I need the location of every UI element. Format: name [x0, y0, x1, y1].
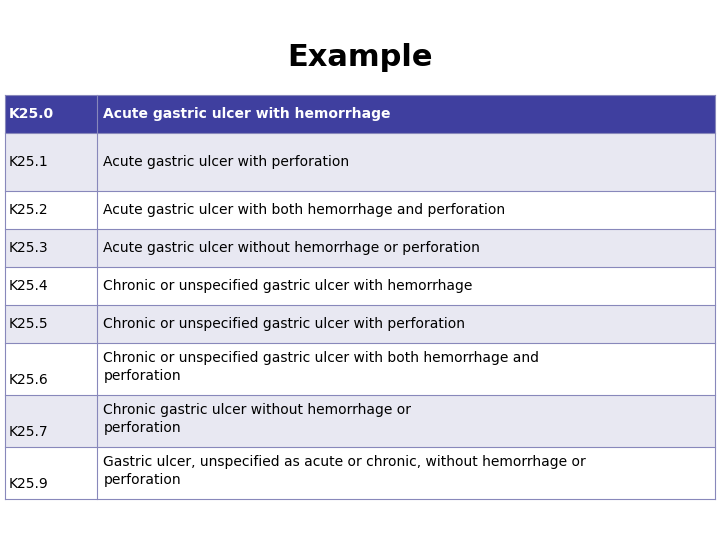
Text: Chronic or unspecified gastric ulcer with both hemorrhage and
perforation: Chronic or unspecified gastric ulcer wit…	[103, 351, 539, 383]
Text: K25.1: K25.1	[9, 155, 49, 169]
Text: Chronic or unspecified gastric ulcer with perforation: Chronic or unspecified gastric ulcer wit…	[103, 317, 465, 331]
Text: Chronic or unspecified gastric ulcer with hemorrhage: Chronic or unspecified gastric ulcer wit…	[103, 279, 472, 293]
Text: K25.0: K25.0	[9, 107, 54, 121]
Bar	[5, 191, 715, 229]
Text: Example: Example	[287, 44, 433, 72]
Text: K25.3: K25.3	[9, 241, 49, 255]
Text: K25.4: K25.4	[9, 279, 49, 293]
Bar	[5, 447, 715, 499]
Bar	[5, 229, 715, 267]
Bar	[5, 305, 715, 343]
Text: K25.5: K25.5	[9, 317, 49, 331]
Text: Acute gastric ulcer with both hemorrhage and perforation: Acute gastric ulcer with both hemorrhage…	[103, 203, 505, 217]
Text: K25.9: K25.9	[9, 477, 49, 491]
Bar	[5, 395, 715, 447]
Text: Chronic gastric ulcer without hemorrhage or
perforation: Chronic gastric ulcer without hemorrhage…	[103, 403, 411, 435]
Bar	[5, 95, 715, 133]
Text: Gastric ulcer, unspecified as acute or chronic, without hemorrhage or
perforatio: Gastric ulcer, unspecified as acute or c…	[103, 455, 586, 488]
Text: Acute gastric ulcer with hemorrhage: Acute gastric ulcer with hemorrhage	[103, 107, 391, 121]
Bar	[5, 343, 715, 395]
Text: K25.2: K25.2	[9, 203, 49, 217]
Text: Acute gastric ulcer with perforation: Acute gastric ulcer with perforation	[103, 155, 349, 169]
Bar	[5, 267, 715, 305]
Bar	[5, 133, 715, 191]
Text: K25.6: K25.6	[9, 373, 49, 387]
Text: Acute gastric ulcer without hemorrhage or perforation: Acute gastric ulcer without hemorrhage o…	[103, 241, 480, 255]
Text: K25.7: K25.7	[9, 425, 49, 439]
